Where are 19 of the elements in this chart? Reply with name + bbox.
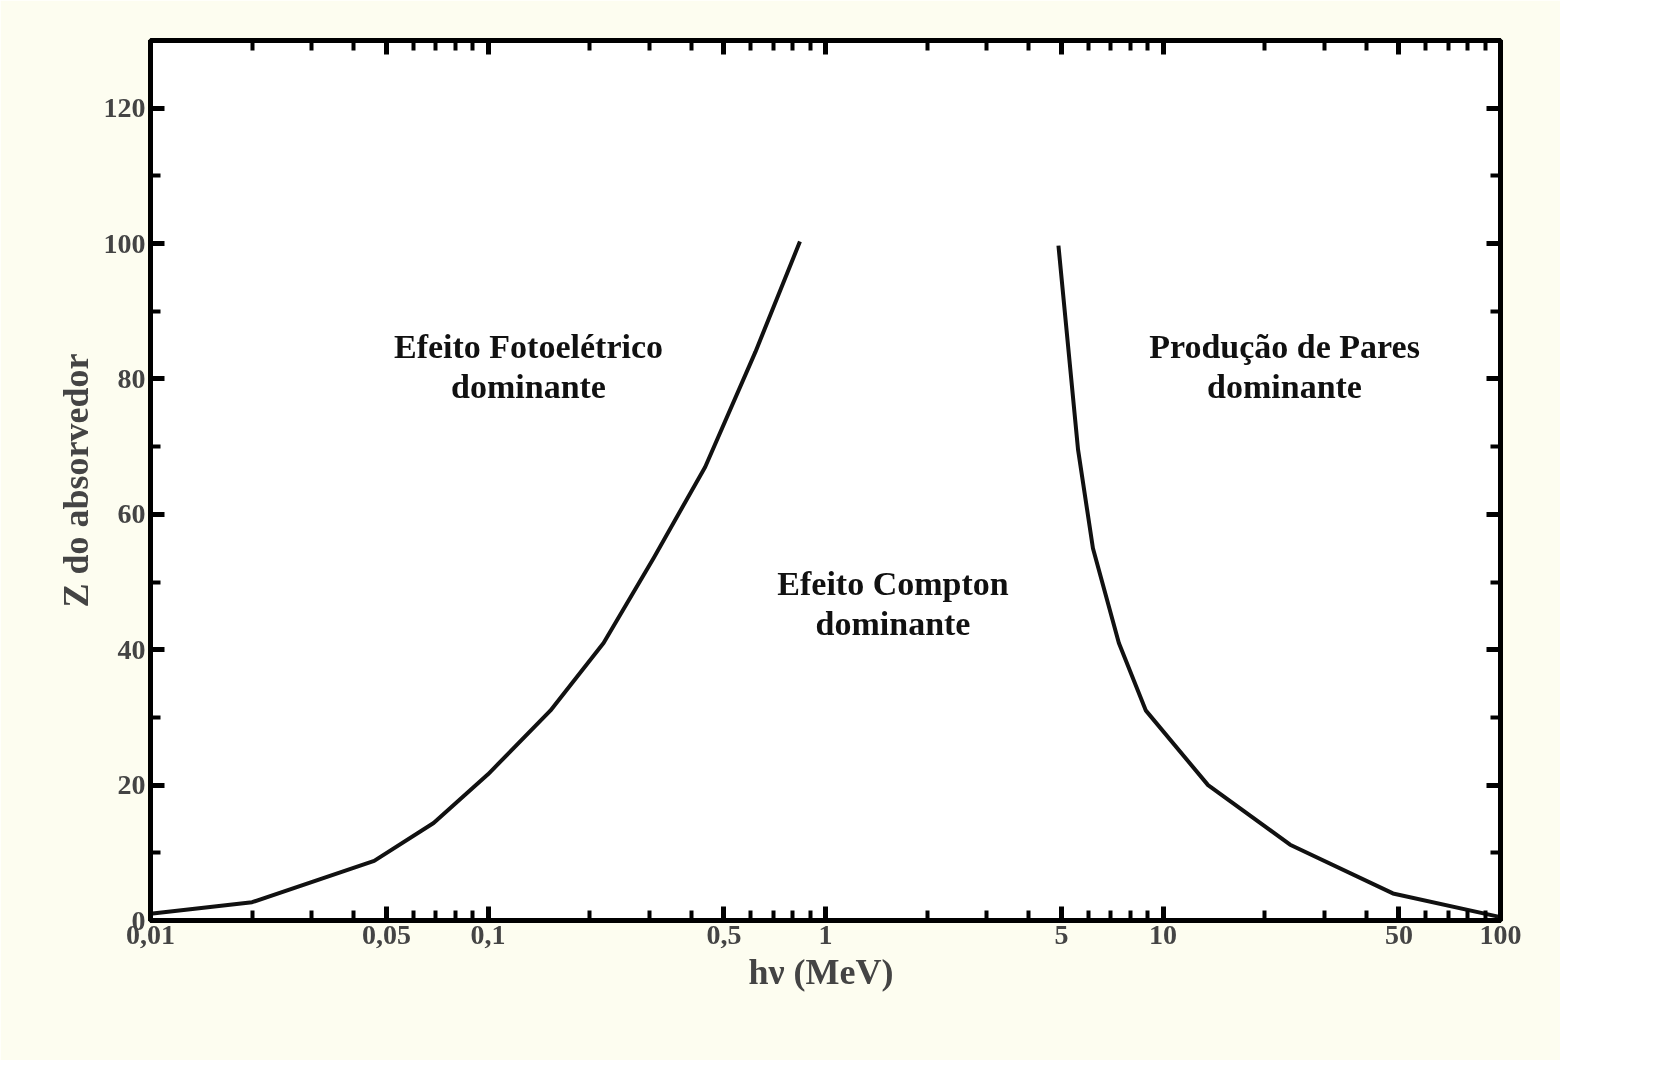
y-tick-label: 80 [117,362,146,394]
y-tick-label: 60 [117,498,146,530]
y-axis-title: Z do absorvedor [55,353,96,608]
x-tick-label: 5 [1054,918,1069,950]
y-tick-label: 100 [103,227,146,259]
annotation: Produção de Pares dominante [1149,327,1420,405]
x-tick-label: 0,5 [706,918,742,950]
y-tick-label: 20 [117,769,146,801]
x-tick-label: 50 [1384,918,1413,950]
annotation: Efeito Fotoelétrico dominante [393,327,664,405]
x-tick-label: 0,1 [470,918,506,950]
x-tick-label: 1 [818,918,833,950]
x-tick-label: 10 [1149,918,1177,950]
x-tick-label: 0,05 [361,918,411,950]
y-tick-label: 40 [117,633,146,665]
x-tick-label: 100 [1479,918,1522,950]
x-axis-title: hν (MeV) [748,951,894,992]
y-tick-label: 120 [103,92,146,124]
annotation: Efeito Compton dominante [777,565,1009,643]
